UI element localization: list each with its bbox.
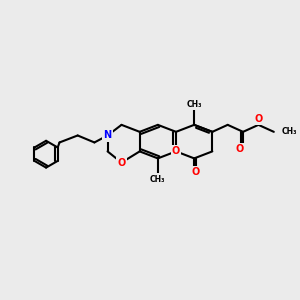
Text: N: N xyxy=(103,130,112,140)
Text: CH₃: CH₃ xyxy=(186,100,202,109)
Text: O: O xyxy=(236,144,244,154)
Text: O: O xyxy=(254,114,262,124)
Text: O: O xyxy=(117,158,126,168)
Text: O: O xyxy=(172,146,180,156)
Text: CH₃: CH₃ xyxy=(282,127,297,136)
Text: CH₃: CH₃ xyxy=(150,175,166,184)
Text: O: O xyxy=(191,167,200,177)
